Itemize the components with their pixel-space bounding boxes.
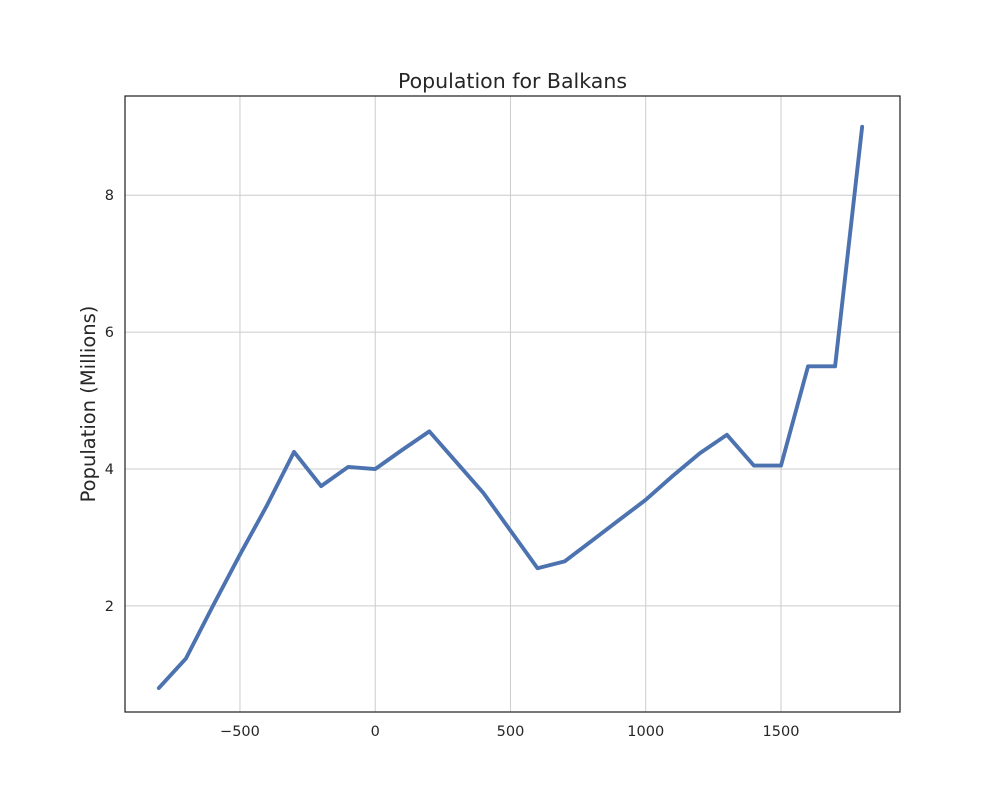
x-tick-label: 500 <box>497 724 525 740</box>
y-tick-label: 4 <box>105 462 114 478</box>
x-tick-label: 1000 <box>627 724 664 740</box>
series-layer <box>156 124 865 690</box>
y-axis-ticks: 2 4 6 8 <box>105 188 114 615</box>
y-tick-label: 2 <box>105 599 114 615</box>
x-tick-label: −500 <box>220 724 260 740</box>
y-tick-label: 6 <box>105 325 114 341</box>
x-axis-ticks: −500 0 500 1000 1500 <box>220 724 799 740</box>
chart-title: Population for Balkans <box>398 69 627 93</box>
plot-frame <box>124 95 901 713</box>
x-tick-label: 1500 <box>763 724 800 740</box>
y-tick-label: 8 <box>105 188 114 204</box>
series-line <box>156 124 865 690</box>
grid-lines <box>125 96 900 712</box>
x-tick-label: 0 <box>371 724 380 740</box>
y-axis-title: Population (Millions) <box>77 306 100 503</box>
